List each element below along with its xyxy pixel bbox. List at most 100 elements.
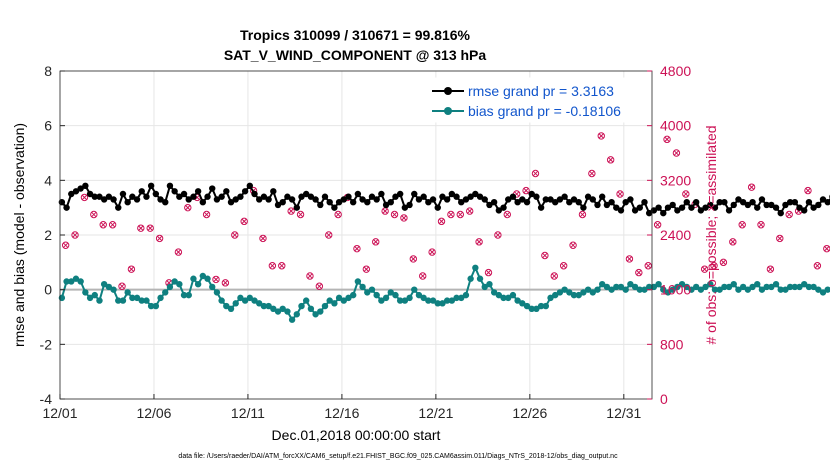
obs-assimilated-marker — [213, 276, 219, 283]
obs-assimilated-marker — [542, 252, 548, 259]
obs-assimilated-marker — [561, 263, 567, 269]
obs-assimilated-marker — [81, 194, 88, 201]
obs-possible-marker — [747, 183, 756, 191]
bias-point — [476, 275, 484, 282]
rmse-point — [256, 196, 263, 203]
obs-point — [616, 190, 624, 198]
obs-assimilated-marker — [673, 150, 680, 156]
bias-point — [331, 300, 338, 307]
left-y-tick-label: 0 — [44, 282, 52, 298]
rmse-point — [246, 182, 254, 189]
rmse-point — [782, 201, 789, 209]
bias-point — [556, 289, 564, 296]
bias-point — [627, 281, 634, 288]
bias-point — [274, 308, 282, 315]
obs-point — [409, 255, 418, 263]
bias-point — [519, 300, 526, 307]
obs-point — [174, 248, 183, 256]
rmse-point — [815, 201, 822, 209]
rmse-point — [199, 199, 207, 206]
bias-point — [218, 297, 225, 304]
legend-box — [425, 77, 647, 123]
obs-possible-marker — [616, 190, 624, 198]
obs-possible-marker — [653, 221, 662, 229]
x-tick-label: 12/16 — [324, 405, 359, 421]
obs-assimilated-marker — [495, 232, 501, 238]
obs-assimilated-marker — [91, 211, 97, 218]
obs-assimilated-marker — [523, 187, 529, 194]
bias-point — [270, 305, 277, 312]
obs-assimilated-marker — [636, 269, 642, 276]
bias-point — [617, 283, 625, 291]
rmse-point — [368, 193, 376, 200]
obs-assimilated-marker — [664, 136, 670, 142]
rmse-point — [589, 196, 596, 203]
rmse-point — [63, 204, 70, 211]
legend-entry-rmse: rmse grand pr = 3.3163 — [432, 83, 614, 99]
obs-assimilated-marker — [504, 211, 510, 218]
rmse-point — [692, 199, 700, 206]
bias-point — [129, 294, 136, 302]
obs-possible-marker — [146, 224, 154, 232]
rmse-point — [270, 188, 277, 195]
bias-point — [486, 281, 493, 288]
rmse-point — [801, 207, 808, 214]
rmse-point — [293, 204, 300, 211]
bias-point — [608, 286, 615, 293]
bias-point — [138, 297, 145, 304]
obs-possible-marker — [569, 241, 577, 249]
obs-possible-marker — [719, 258, 728, 267]
bias-point — [810, 283, 817, 291]
obs-possible-marker — [184, 203, 192, 212]
rmse-point — [791, 199, 799, 206]
obs-point — [259, 234, 267, 243]
rmse-point — [209, 185, 216, 192]
left-y-tick-label: -2 — [40, 336, 53, 352]
obs-possible-marker — [409, 255, 418, 263]
obs-possible-marker — [325, 231, 333, 239]
rmse-point — [796, 204, 803, 211]
obs-assimilated-marker — [786, 211, 792, 218]
bias-point — [185, 291, 192, 299]
bias-point — [256, 300, 263, 307]
bias-point — [523, 302, 531, 310]
bias-point — [190, 275, 197, 282]
bias-point — [458, 294, 465, 302]
obs-assimilated-marker — [824, 246, 830, 252]
obs-assimilated-marker — [156, 235, 163, 242]
rmse-point — [364, 199, 371, 206]
obs-assimilated-marker — [335, 211, 341, 218]
rmse-point — [190, 193, 197, 200]
obs-assimilated-marker — [382, 208, 388, 214]
rmse-point — [547, 196, 554, 203]
bias-point — [63, 278, 70, 285]
rmse-point — [100, 196, 108, 203]
right-y-tick-label: 4000 — [660, 118, 691, 134]
obs-possible-marker — [127, 265, 136, 273]
obs-point — [719, 258, 728, 267]
obs-point — [61, 241, 70, 249]
rmse-point — [443, 196, 451, 203]
plot-area — [58, 70, 830, 400]
rmse-point — [617, 207, 625, 214]
rmse-point — [533, 193, 540, 200]
rmse-point — [335, 199, 343, 206]
rmse-point — [227, 199, 235, 206]
bias-point — [157, 294, 164, 302]
obs-assimilated-marker — [326, 232, 332, 238]
rmse-point — [697, 207, 705, 214]
bias-point — [645, 283, 653, 291]
rmse-point — [584, 193, 592, 200]
bias-point — [237, 294, 244, 302]
bias-point — [317, 308, 324, 315]
x-tick-label: 12/06 — [136, 405, 171, 421]
obs-possible-marker — [259, 234, 267, 243]
bias-point — [575, 291, 582, 299]
rmse-point — [129, 193, 136, 200]
obs-assimilated-marker — [626, 256, 633, 262]
rmse-point — [359, 196, 366, 203]
bias-point — [335, 294, 343, 302]
left-y-tick-label: 6 — [44, 118, 52, 134]
obs-point — [90, 210, 98, 219]
